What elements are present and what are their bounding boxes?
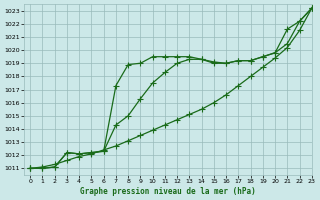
X-axis label: Graphe pression niveau de la mer (hPa): Graphe pression niveau de la mer (hPa) [80, 187, 256, 196]
